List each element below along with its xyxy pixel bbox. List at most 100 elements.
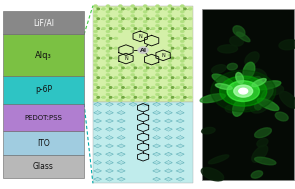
Circle shape bbox=[106, 34, 110, 37]
Circle shape bbox=[106, 99, 110, 102]
Text: Glass: Glass bbox=[33, 162, 54, 171]
Circle shape bbox=[147, 28, 149, 29]
Circle shape bbox=[188, 17, 192, 20]
Circle shape bbox=[180, 70, 184, 72]
Circle shape bbox=[184, 38, 186, 39]
Circle shape bbox=[147, 67, 149, 69]
Circle shape bbox=[168, 30, 172, 33]
Circle shape bbox=[106, 54, 110, 56]
Ellipse shape bbox=[230, 36, 243, 46]
Circle shape bbox=[176, 67, 180, 69]
Text: p-6P: p-6P bbox=[35, 85, 52, 94]
Circle shape bbox=[151, 86, 155, 89]
Circle shape bbox=[155, 11, 160, 13]
Circle shape bbox=[176, 86, 180, 89]
Circle shape bbox=[106, 64, 110, 66]
Ellipse shape bbox=[215, 84, 232, 90]
Ellipse shape bbox=[247, 76, 262, 82]
Circle shape bbox=[155, 99, 160, 102]
Circle shape bbox=[101, 27, 106, 30]
Circle shape bbox=[114, 47, 118, 50]
Circle shape bbox=[134, 18, 137, 19]
Circle shape bbox=[163, 96, 168, 99]
Circle shape bbox=[168, 14, 172, 17]
Circle shape bbox=[171, 87, 174, 88]
Circle shape bbox=[168, 83, 172, 86]
Circle shape bbox=[139, 8, 143, 10]
Circle shape bbox=[94, 44, 98, 46]
Circle shape bbox=[168, 93, 172, 96]
Circle shape bbox=[168, 54, 172, 56]
Text: LiF/Al: LiF/Al bbox=[33, 18, 54, 27]
Text: Alq₃: Alq₃ bbox=[35, 51, 52, 60]
Circle shape bbox=[109, 87, 112, 88]
Circle shape bbox=[131, 73, 135, 76]
Circle shape bbox=[134, 87, 137, 88]
Circle shape bbox=[101, 47, 106, 50]
Ellipse shape bbox=[275, 112, 288, 121]
Circle shape bbox=[106, 40, 110, 43]
Circle shape bbox=[131, 79, 135, 82]
Circle shape bbox=[180, 11, 184, 13]
Ellipse shape bbox=[257, 139, 268, 147]
Circle shape bbox=[180, 34, 184, 37]
Circle shape bbox=[126, 96, 130, 99]
Circle shape bbox=[159, 77, 161, 78]
Circle shape bbox=[139, 17, 143, 20]
Circle shape bbox=[114, 76, 118, 79]
Bar bbox=[202, 9, 294, 180]
Circle shape bbox=[180, 60, 184, 62]
Circle shape bbox=[106, 89, 110, 92]
Circle shape bbox=[180, 64, 184, 66]
Circle shape bbox=[97, 8, 99, 10]
Circle shape bbox=[94, 73, 98, 76]
Bar bbox=[3, 132, 84, 155]
Circle shape bbox=[188, 86, 192, 89]
Circle shape bbox=[114, 96, 118, 99]
Bar bbox=[3, 155, 84, 178]
Bar bbox=[3, 11, 84, 34]
Circle shape bbox=[171, 38, 174, 39]
Circle shape bbox=[118, 5, 122, 7]
Circle shape bbox=[94, 64, 98, 66]
Circle shape bbox=[126, 27, 130, 30]
Circle shape bbox=[118, 24, 122, 27]
Circle shape bbox=[143, 89, 147, 92]
Circle shape bbox=[138, 47, 148, 53]
Circle shape bbox=[155, 70, 160, 72]
Circle shape bbox=[188, 27, 192, 30]
Ellipse shape bbox=[261, 87, 273, 101]
Circle shape bbox=[184, 97, 186, 98]
Circle shape bbox=[163, 17, 168, 20]
Circle shape bbox=[188, 57, 192, 59]
Circle shape bbox=[101, 76, 106, 79]
Circle shape bbox=[143, 93, 147, 96]
Circle shape bbox=[171, 77, 174, 78]
Ellipse shape bbox=[218, 45, 237, 53]
Circle shape bbox=[134, 8, 137, 10]
Ellipse shape bbox=[249, 69, 267, 83]
Circle shape bbox=[184, 28, 186, 29]
Bar bbox=[3, 104, 84, 132]
Circle shape bbox=[101, 37, 106, 40]
Circle shape bbox=[239, 88, 248, 94]
Circle shape bbox=[94, 99, 98, 102]
Circle shape bbox=[118, 20, 122, 23]
Text: N: N bbox=[124, 56, 128, 61]
Circle shape bbox=[184, 77, 186, 78]
Ellipse shape bbox=[241, 99, 266, 110]
Circle shape bbox=[159, 18, 161, 19]
Circle shape bbox=[168, 99, 172, 102]
Ellipse shape bbox=[201, 168, 224, 181]
Circle shape bbox=[143, 20, 147, 23]
Circle shape bbox=[97, 47, 99, 49]
Circle shape bbox=[134, 97, 137, 98]
Circle shape bbox=[131, 64, 135, 66]
Ellipse shape bbox=[231, 98, 240, 112]
Bar bbox=[3, 34, 84, 76]
Circle shape bbox=[131, 5, 135, 7]
Circle shape bbox=[109, 38, 112, 39]
Ellipse shape bbox=[255, 103, 261, 110]
Circle shape bbox=[122, 87, 124, 88]
Circle shape bbox=[114, 37, 118, 40]
